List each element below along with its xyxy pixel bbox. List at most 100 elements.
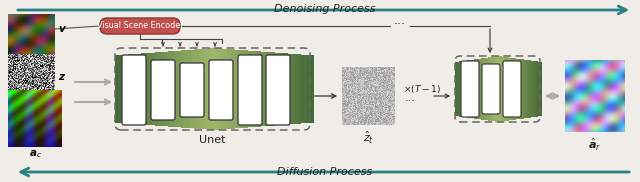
Text: $\times(T-1)$: $\times(T-1)$ [403, 83, 441, 95]
FancyBboxPatch shape [266, 55, 290, 125]
Bar [284, 53, 288, 125]
Bar [234, 50, 238, 128]
Bar [290, 54, 294, 124]
Bar [527, 60, 529, 118]
Bar [184, 50, 189, 128]
Bar [478, 59, 481, 119]
Bar [310, 55, 314, 123]
Bar [125, 55, 129, 123]
Bar [472, 60, 475, 118]
Bar [536, 61, 538, 117]
Bar [484, 58, 486, 120]
Bar [525, 60, 528, 118]
Bar [502, 57, 505, 121]
Bar [138, 54, 142, 124]
Bar [168, 51, 172, 127]
FancyBboxPatch shape [503, 61, 521, 117]
Bar [260, 52, 265, 126]
Bar [128, 54, 132, 124]
Bar [460, 61, 461, 117]
Bar [141, 53, 146, 125]
Bar [498, 56, 500, 122]
Bar [280, 53, 285, 125]
Text: $\hat{\boldsymbol{a}}_r$: $\hat{\boldsymbol{a}}_r$ [588, 137, 602, 153]
Bar [462, 61, 465, 117]
Bar [297, 54, 301, 124]
FancyBboxPatch shape [482, 64, 500, 114]
Bar [514, 58, 516, 120]
FancyBboxPatch shape [209, 60, 233, 120]
Bar [521, 59, 524, 119]
Text: Diffusion Process: Diffusion Process [277, 167, 372, 177]
Bar [471, 60, 473, 118]
Bar [483, 58, 484, 120]
Bar [458, 62, 460, 116]
Bar [287, 54, 291, 124]
FancyBboxPatch shape [180, 63, 204, 117]
Bar [164, 52, 169, 126]
Bar [161, 52, 166, 126]
Bar [518, 59, 521, 119]
Text: Visual Scene Encoder: Visual Scene Encoder [97, 21, 183, 31]
Bar [492, 57, 495, 121]
Bar [488, 57, 490, 121]
Bar [151, 53, 156, 125]
Text: $\boldsymbol{a}_c$: $\boldsymbol{a}_c$ [29, 148, 42, 160]
FancyBboxPatch shape [461, 61, 479, 117]
Bar [270, 52, 275, 126]
Bar [145, 53, 149, 125]
Bar [274, 53, 278, 125]
Bar [135, 54, 139, 124]
Bar [474, 59, 476, 119]
Bar [201, 49, 205, 129]
Bar [230, 49, 235, 129]
Bar [520, 59, 522, 119]
Bar [155, 52, 159, 126]
Bar [303, 55, 308, 123]
Bar [224, 49, 228, 129]
Bar [171, 51, 175, 127]
Bar [486, 58, 489, 120]
Bar [244, 50, 248, 128]
Bar [508, 58, 511, 120]
Bar [115, 55, 119, 123]
Bar [250, 51, 255, 127]
Bar [175, 51, 179, 127]
Bar [509, 58, 512, 120]
Bar [118, 55, 122, 123]
Bar [511, 58, 514, 120]
Bar [307, 55, 311, 123]
Bar [537, 62, 540, 116]
Bar [277, 53, 281, 125]
Bar [529, 60, 531, 118]
Bar [227, 49, 232, 129]
Bar [254, 51, 258, 127]
Bar [267, 52, 271, 126]
Bar [475, 59, 477, 119]
Bar [532, 61, 535, 117]
Bar [507, 57, 509, 121]
Bar [538, 62, 541, 116]
Bar [540, 62, 543, 116]
Bar [456, 62, 459, 116]
Text: $\hat{z}_t$: $\hat{z}_t$ [363, 130, 374, 146]
Bar [504, 57, 506, 121]
Bar [501, 56, 504, 122]
Bar [513, 58, 515, 120]
Bar [237, 50, 241, 128]
Bar [500, 56, 502, 122]
Bar [198, 49, 202, 129]
Text: Denoising Process: Denoising Process [275, 4, 376, 14]
Bar [300, 55, 305, 123]
Bar [247, 51, 252, 127]
Bar [469, 60, 472, 118]
Bar [485, 58, 488, 120]
Text: Unet: Unet [199, 135, 226, 145]
FancyBboxPatch shape [122, 55, 146, 125]
Bar [481, 58, 483, 120]
Bar [122, 55, 126, 123]
Bar [191, 50, 195, 128]
Bar [241, 50, 245, 128]
Bar [218, 48, 221, 130]
FancyBboxPatch shape [151, 60, 175, 120]
